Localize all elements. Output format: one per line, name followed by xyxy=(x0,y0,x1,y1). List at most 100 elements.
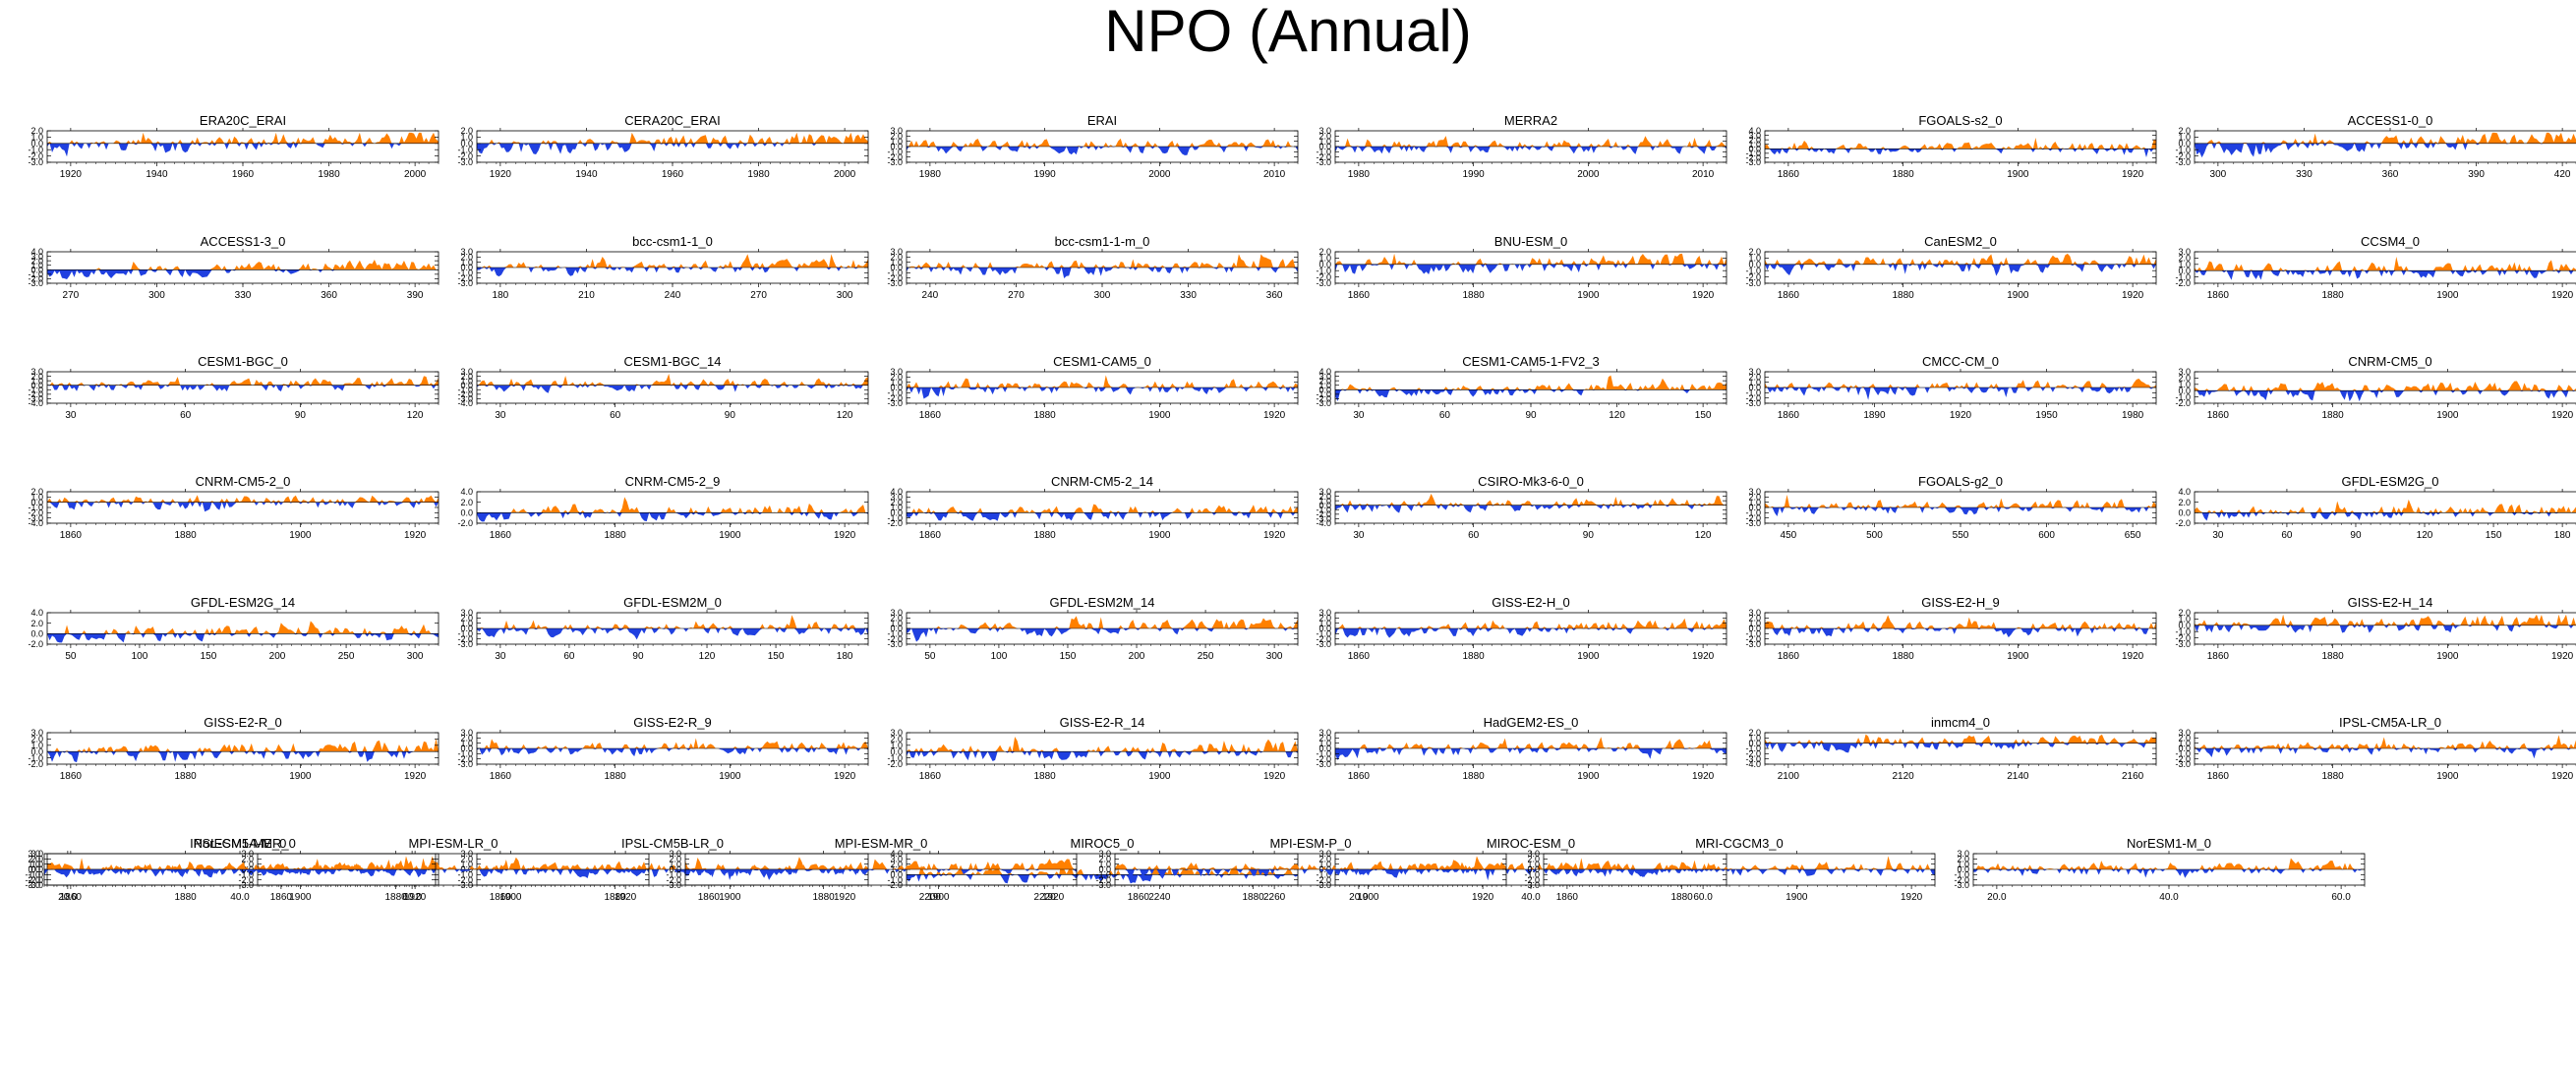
plot-frame xyxy=(906,732,1299,765)
y-tick-label: -3.0 xyxy=(887,278,903,288)
y-tick-label: 3.0 xyxy=(460,367,473,377)
panel-title: bcc-csm1-1-m_0 xyxy=(1055,234,1150,249)
negative-anomaly-area xyxy=(1765,628,2156,638)
positive-anomaly-area xyxy=(2195,381,2576,391)
x-tick-label: 1900 xyxy=(2007,290,2029,301)
positive-anomaly-area xyxy=(47,132,439,144)
y-tick-label: 1.0 xyxy=(460,739,473,748)
y-tick-label: -2.0 xyxy=(238,875,254,885)
chart-panel-CMCC-CM_0: CMCC-CM_0 3.02.01.00.0-1.0-2.0-3.0 1860 189… xyxy=(1745,354,2157,421)
y-tick-label: 4.0 xyxy=(1748,126,1761,136)
y-tick-label: 2.0 xyxy=(890,132,903,142)
chart-panel-NorESM1-ME_0: NorESM1-ME_03.02.01.00.0-1.0-2.0-3.020.0… xyxy=(25,836,437,903)
panel-title: CNRM-CM5-2_9 xyxy=(625,474,721,489)
x-tick-label: 1900 xyxy=(1148,771,1171,782)
x-tick-label: 1900 xyxy=(1357,892,1379,903)
y-tick-label: -1.0 xyxy=(887,753,903,763)
positive-anomaly-area xyxy=(1765,734,2156,744)
x-tick-label: 1920 xyxy=(2551,410,2574,421)
positive-anomaly-area xyxy=(44,856,436,869)
positive-anomaly-area xyxy=(47,495,439,503)
x-tick-label: 1860 xyxy=(919,771,942,782)
positive-anomaly-area xyxy=(1765,253,2156,265)
x-tick-label: 1880 xyxy=(1034,530,1057,541)
x-tick-label: 1990 xyxy=(1034,169,1057,180)
y-tick-label: 1.0 xyxy=(460,258,473,268)
y-tick-label: 3.0 xyxy=(28,849,40,859)
x-tick-label: 90 xyxy=(1583,530,1595,541)
y-tick-label: 2.0 xyxy=(2178,608,2191,618)
chart-panel-CanESM2_0: CanESM2_0 2.01.00.0-1.0-2.0-3.0 1860 1880 19… xyxy=(1745,234,2157,301)
y-tick-label: -3.0 xyxy=(25,880,40,890)
y-tick-label: -1.0 xyxy=(1316,148,1331,157)
positive-anomaly-area xyxy=(685,857,1077,869)
x-tick-label: 30 xyxy=(495,651,506,662)
y-tick-label: -2.0 xyxy=(28,639,43,649)
panel-title: GISS-E2-H_14 xyxy=(2348,595,2433,610)
y-tick-label: -3.0 xyxy=(1745,518,1761,528)
y-tick-label: -1.0 xyxy=(2175,145,2191,154)
y-tick-label: -3.0 xyxy=(2175,639,2191,649)
x-tick-label: 1920 xyxy=(1263,410,1286,421)
y-tick-label: -2.0 xyxy=(887,152,903,162)
y-tick-label: -3.0 xyxy=(1745,639,1761,649)
negative-anomaly-area xyxy=(1973,869,2365,878)
y-tick-label: 1.0 xyxy=(2178,615,2191,625)
positive-anomaly-area xyxy=(907,138,1298,147)
x-tick-label: 120 xyxy=(837,410,853,421)
x-tick-label: 450 xyxy=(1781,530,1797,541)
x-tick-label: 1900 xyxy=(2007,651,2029,662)
plot-frame xyxy=(1764,130,2157,163)
y-tick-label: -3.0 xyxy=(28,394,43,404)
y-tick-label: 3.0 xyxy=(890,608,903,618)
y-tick-label: -3.0 xyxy=(1524,880,1540,890)
x-tick-label: 1920 xyxy=(404,892,427,903)
x-tick-label: 1860 xyxy=(1128,892,1150,903)
y-tick-label: 2.0 xyxy=(1318,734,1331,744)
y-tick-label: 1.0 xyxy=(1748,734,1761,744)
x-tick-label: 1860 xyxy=(1778,169,1800,180)
panel-title: NorESM1-M_0 xyxy=(2127,836,2211,851)
y-tick-label: 2.0 xyxy=(30,126,43,136)
y-tick-label: 3.0 xyxy=(1318,126,1331,136)
x-tick-label: 1860 xyxy=(490,771,512,782)
y-tick-label: -1.0 xyxy=(1745,629,1761,639)
panel-title: MPI-ESM-P_0 xyxy=(1269,836,1351,851)
chart-panel-MERRA2: MERRA2 3.02.01.00.0-1.0-2.0-3.0 1980 1990 20… xyxy=(1316,113,1727,180)
y-tick-label: 1.0 xyxy=(890,619,903,628)
positive-anomaly-area xyxy=(477,615,868,628)
negative-anomaly-area xyxy=(1335,505,1727,513)
y-tick-label: -3.0 xyxy=(1745,754,1761,764)
y-tick-label: 2.0 xyxy=(460,734,473,744)
y-tick-label: 2.0 xyxy=(30,256,43,266)
x-tick-label: 1900 xyxy=(1148,530,1171,541)
negative-anomaly-area xyxy=(1765,264,2156,276)
x-tick-label: 1900 xyxy=(1786,892,1808,903)
negative-anomaly-area xyxy=(907,147,1298,155)
y-tick-label: -2.0 xyxy=(1745,272,1761,282)
y-tick-label: -1.0 xyxy=(666,870,681,880)
x-tick-label: 120 xyxy=(1695,530,1712,541)
x-tick-label: 300 xyxy=(2210,169,2227,180)
y-tick-label: -3.0 xyxy=(887,157,903,167)
x-tick-label: 40.0 xyxy=(1521,892,1541,903)
y-tick-label: 1.0 xyxy=(1957,860,1969,869)
x-tick-label: 1880 xyxy=(1671,892,1694,903)
y-tick-label: 2.0 xyxy=(30,619,43,628)
panel-title: GFDL-ESM2M_14 xyxy=(1050,595,1155,610)
positive-anomaly-area xyxy=(2195,614,2576,625)
x-tick-label: 1900 xyxy=(2436,651,2459,662)
x-tick-label: 60 xyxy=(180,410,192,421)
y-tick-label: 2.0 xyxy=(890,614,903,624)
y-tick-label: 3.0 xyxy=(890,367,903,377)
x-tick-label: 2260 xyxy=(1263,892,1286,903)
y-tick-label: 1.0 xyxy=(1748,378,1761,387)
y-tick-label: 2.0 xyxy=(1748,247,1761,257)
negative-anomaly-area xyxy=(1335,389,1727,401)
y-tick-label: 3.0 xyxy=(1098,849,1111,859)
x-tick-label: 300 xyxy=(1094,290,1111,301)
chart-panel-ACCESS1-0_0: ACCESS1-0_0 2.01.00.0-1.0-2.0-3.0 300 330 36… xyxy=(2175,113,2576,180)
chart-panel-CNRM-CM5-2_9: CNRM-CM5-2_9 4.02.00.0-2.0 1860 1880 1900 192… xyxy=(457,474,869,541)
